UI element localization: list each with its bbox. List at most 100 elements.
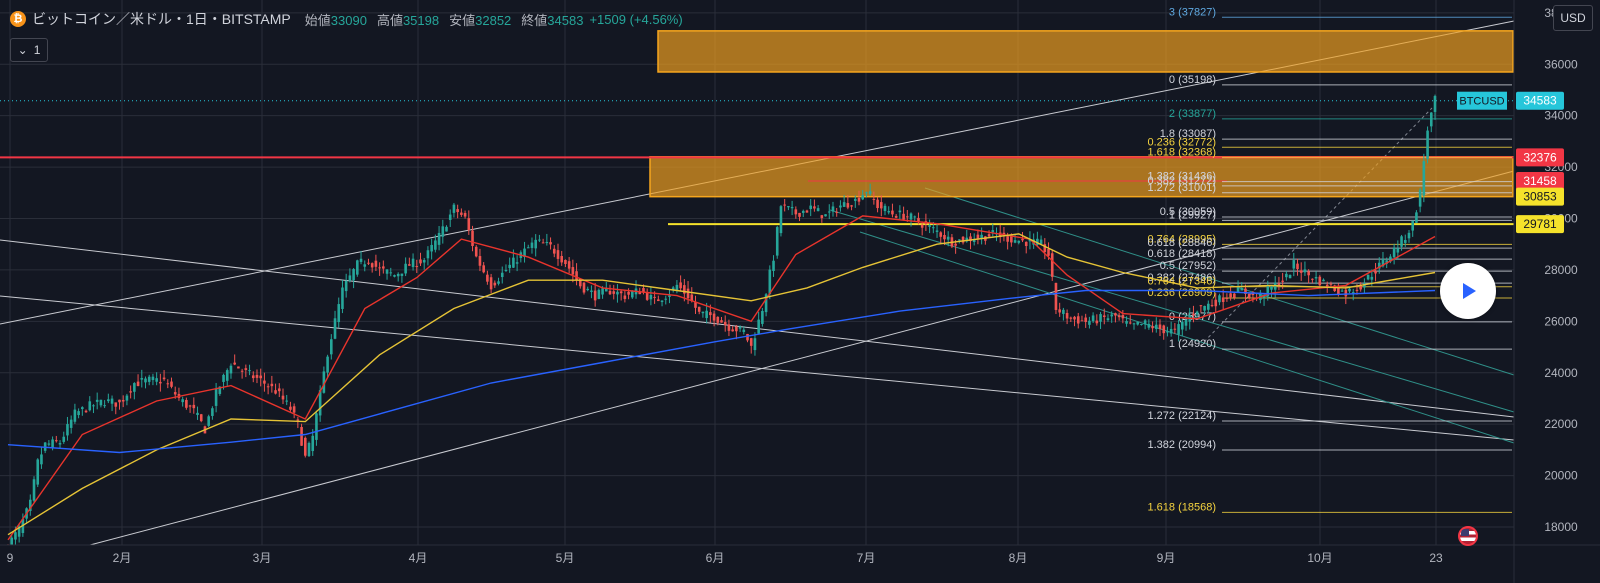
- candle-body: [448, 214, 452, 220]
- candle-body: [166, 383, 170, 385]
- fib-label: 3 (37827): [1169, 6, 1216, 18]
- indicators-collapse-button[interactable]: ⌄ 1: [10, 38, 48, 62]
- fib-label: 0.618 (28846): [1148, 237, 1217, 249]
- candle-body: [170, 381, 173, 387]
- candle-body: [835, 211, 839, 213]
- candle-body: [671, 287, 675, 291]
- symbol-header: ₿ ビットコイン／米ドル・1日・BITSTAMP 始値33090 高値35198…: [10, 9, 683, 29]
- trend-line: [0, 295, 1515, 441]
- symbol-title[interactable]: ビットコイン／米ドル・1日・BITSTAMP: [32, 11, 291, 27]
- candle-body: [1270, 286, 1273, 290]
- candle-body: [1151, 326, 1154, 329]
- candle-body: [976, 234, 980, 239]
- candle-body: [337, 304, 341, 323]
- fib-label: 1.272 (31001): [1148, 182, 1217, 194]
- candle-body: [28, 499, 32, 511]
- candle-body: [341, 287, 344, 309]
- candle-body: [716, 316, 720, 323]
- candle-body: [162, 377, 166, 380]
- candle-body: [1117, 315, 1121, 318]
- fib-label: 1 (24920): [1169, 338, 1216, 350]
- candle-body: [1348, 288, 1351, 292]
- symbol-badge: [1457, 91, 1507, 110]
- currency-button[interactable]: USD: [1553, 5, 1593, 31]
- price-badge: [1516, 172, 1564, 191]
- candle-body: [266, 386, 270, 388]
- candle-body: [842, 202, 846, 207]
- candle-body: [136, 381, 140, 387]
- time-tick-label: 9月: [1157, 551, 1176, 565]
- candle-body: [1307, 271, 1310, 276]
- candle-body: [1288, 274, 1292, 279]
- moving-average-line: [7, 233, 1436, 536]
- candle-body: [1333, 285, 1336, 292]
- candle-body: [1065, 312, 1069, 319]
- candle-body: [359, 258, 363, 262]
- high-label: 高値: [376, 12, 403, 28]
- candle-body: [1214, 299, 1218, 307]
- candle-body: [1147, 323, 1151, 328]
- fan-line: [859, 231, 1515, 444]
- fib-label: 1.382 (20994): [1148, 439, 1217, 451]
- candle-body: [1036, 238, 1039, 245]
- open-value: 33090: [330, 12, 367, 28]
- candle-body: [891, 210, 894, 215]
- play-icon: [1463, 283, 1476, 299]
- candle-body: [653, 296, 656, 298]
- candle-body: [1128, 322, 1132, 324]
- candle-body: [1158, 324, 1162, 330]
- candle-body: [686, 288, 690, 299]
- candle-body: [62, 436, 66, 442]
- candle-body: [530, 242, 534, 248]
- candle-body: [311, 435, 315, 452]
- supply-zone: [649, 156, 1514, 198]
- candle-body: [411, 258, 415, 268]
- candle-body: [712, 313, 716, 321]
- candle-body: [590, 290, 593, 292]
- candle-body: [47, 443, 51, 445]
- candle-body: [534, 239, 537, 249]
- fib-label: 0.5 (27952): [1160, 260, 1216, 272]
- candle-body: [118, 399, 121, 403]
- candle-body: [303, 437, 307, 456]
- candle-body: [55, 440, 58, 442]
- fib-label: 1.618 (32368): [1148, 147, 1217, 159]
- candle-body: [1024, 241, 1028, 246]
- replay-play-button[interactable]: [1440, 263, 1496, 319]
- candle-body: [1084, 317, 1087, 322]
- candle-body: [883, 205, 887, 212]
- candle-body: [110, 398, 114, 404]
- candle-body: [1143, 320, 1147, 325]
- candle-body: [1340, 290, 1344, 292]
- moving-average-line: [7, 215, 1436, 541]
- candle-body: [92, 405, 95, 407]
- fib-label: 1.618 (18568): [1148, 501, 1217, 513]
- candle-body: [1136, 321, 1140, 325]
- candle-body: [645, 292, 649, 300]
- candle-body: [597, 289, 601, 299]
- time-axis-background: [0, 545, 1514, 583]
- candle-body: [601, 288, 604, 295]
- symbol-badge-label: BTCUSD: [1459, 96, 1504, 108]
- fib-label: 0.236 (26909): [1148, 287, 1217, 299]
- candle-body: [382, 266, 385, 269]
- candle-body: [619, 291, 623, 294]
- candle-body: [868, 191, 872, 194]
- candle-body: [1303, 269, 1307, 273]
- candle-body: [787, 206, 790, 208]
- candle-body: [1363, 283, 1366, 288]
- candle-body: [408, 264, 411, 266]
- time-tick-label: 5月: [556, 551, 575, 565]
- candle-body: [775, 227, 779, 256]
- candle-body: [1050, 253, 1054, 277]
- candle-body: [683, 285, 686, 294]
- candle-body: [627, 291, 630, 295]
- high-value: 35198: [402, 12, 440, 28]
- candle-body: [865, 192, 868, 194]
- candle-body: [10, 537, 14, 545]
- candle-body: [251, 375, 255, 379]
- candle-body: [1318, 276, 1322, 286]
- us-flag-icon[interactable]: [1458, 526, 1478, 546]
